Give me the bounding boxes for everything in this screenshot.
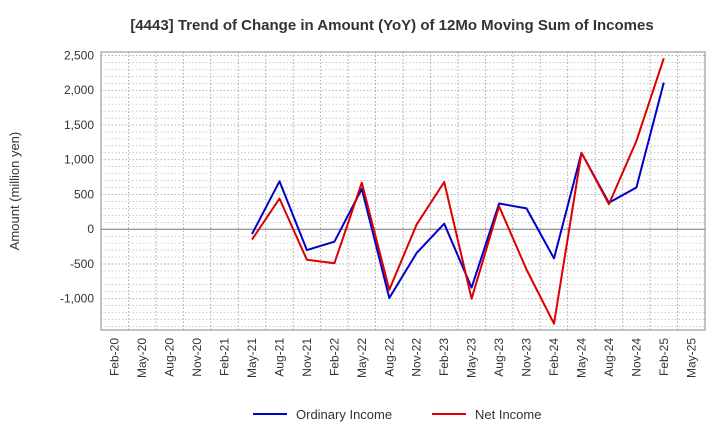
grid bbox=[100, 51, 706, 331]
x-axis: Feb-20 May-20 Aug-20 Nov-20 Feb-21 May-21 Aug-… bbox=[108, 338, 699, 378]
x-tick-label: Aug-21 bbox=[272, 338, 286, 377]
x-tick-label: Nov-23 bbox=[520, 338, 534, 377]
x-tick-label: Aug-23 bbox=[492, 338, 506, 377]
x-tick-label: Feb-22 bbox=[327, 338, 341, 376]
x-tick-label: May-20 bbox=[135, 338, 149, 378]
x-tick-label: Feb-24 bbox=[547, 338, 561, 376]
x-tick-label: Nov-21 bbox=[300, 338, 314, 377]
x-tick-label: Nov-24 bbox=[629, 338, 643, 377]
legend-label-net-income: Net Income bbox=[475, 407, 541, 422]
y-tick-label: 2,000 bbox=[64, 83, 94, 97]
legend-label-ordinary-income: Ordinary Income bbox=[296, 407, 392, 422]
x-tick-label: Feb-25 bbox=[657, 338, 671, 376]
y-axis-label: Amount (million yen) bbox=[7, 132, 22, 251]
y-tick-label: 500 bbox=[74, 187, 94, 201]
x-tick-label: May-22 bbox=[355, 338, 369, 378]
series bbox=[251, 57, 665, 325]
x-tick-label: Nov-20 bbox=[190, 338, 204, 377]
x-tick-label: Feb-21 bbox=[218, 338, 232, 376]
x-tick-label: Aug-24 bbox=[602, 338, 616, 377]
y-tick-label: 2,500 bbox=[64, 48, 94, 62]
chart-title: [4443] Trend of Change in Amount (YoY) o… bbox=[130, 17, 653, 34]
x-tick-label: Nov-22 bbox=[410, 338, 424, 377]
y-tick-label: -500 bbox=[70, 257, 94, 271]
y-tick-label: 0 bbox=[87, 222, 94, 236]
x-tick-label: Aug-20 bbox=[163, 338, 177, 377]
x-tick-label: May-23 bbox=[465, 338, 479, 378]
y-tick-label: 1,000 bbox=[64, 153, 94, 167]
x-tick-label: May-21 bbox=[245, 338, 259, 378]
x-tick-label: Aug-22 bbox=[382, 338, 396, 377]
x-tick-label: Feb-23 bbox=[437, 338, 451, 376]
y-tick-label: -1,000 bbox=[60, 292, 94, 306]
y-axis: -1,000 -500 0 500 1,000 1,500 2,000 2,500 bbox=[60, 48, 94, 305]
x-tick-label: Feb-20 bbox=[108, 338, 122, 376]
x-tick-label: May-24 bbox=[574, 338, 588, 378]
legend: Ordinary Income Net Income bbox=[253, 407, 541, 422]
y-tick-label: 1,500 bbox=[64, 118, 94, 132]
x-tick-label: May-25 bbox=[684, 338, 698, 378]
series-line-net-income bbox=[251, 57, 665, 325]
